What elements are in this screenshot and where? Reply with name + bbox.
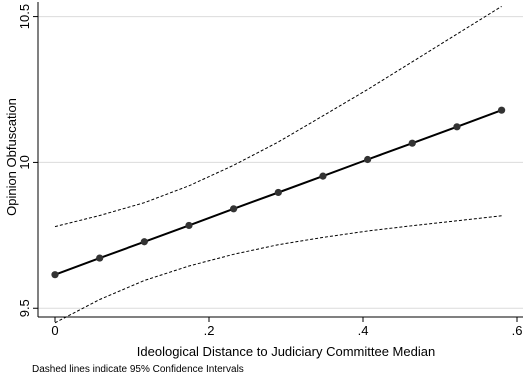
gridlines bbox=[38, 16, 523, 309]
axes bbox=[33, 2, 523, 322]
series-group bbox=[51, 5, 506, 324]
estimate-point-0 bbox=[51, 271, 59, 279]
estimate-point-6 bbox=[319, 172, 327, 180]
x-tick-label-2: .4 bbox=[358, 323, 369, 338]
estimate-point-5 bbox=[274, 188, 282, 197]
estimate-point-8 bbox=[408, 139, 416, 147]
lower-ci-line bbox=[54, 215, 502, 324]
upper-ci-line bbox=[54, 5, 502, 228]
tick-labels: 0 .2 .4 .6 9.5 10 10.5 bbox=[17, 4, 522, 338]
x-axis-title: Ideological Distance to Judiciary Commit… bbox=[137, 344, 435, 359]
y-tick-label-0: 9.5 bbox=[17, 299, 32, 317]
estimate-point-4 bbox=[230, 205, 238, 213]
estimate-point-1 bbox=[96, 254, 104, 262]
x-tick-label-1: .2 bbox=[204, 323, 215, 338]
estimate-point-2 bbox=[140, 238, 148, 246]
x-tick-label-3: .6 bbox=[512, 323, 523, 338]
estimate-point-3 bbox=[185, 221, 193, 230]
y-tick-label-1: 10 bbox=[17, 155, 32, 169]
estimate-point-9 bbox=[453, 123, 461, 131]
x-tick-label-0: 0 bbox=[51, 323, 58, 338]
chart-note: Dashed lines indicate 95% Confidence Int… bbox=[32, 364, 244, 375]
estimate-point-7 bbox=[364, 155, 372, 164]
estimate-point-10 bbox=[498, 106, 506, 114]
y-axis-title: Opinion Obfuscation bbox=[4, 98, 19, 216]
y-tick-label-2: 10.5 bbox=[17, 4, 32, 29]
